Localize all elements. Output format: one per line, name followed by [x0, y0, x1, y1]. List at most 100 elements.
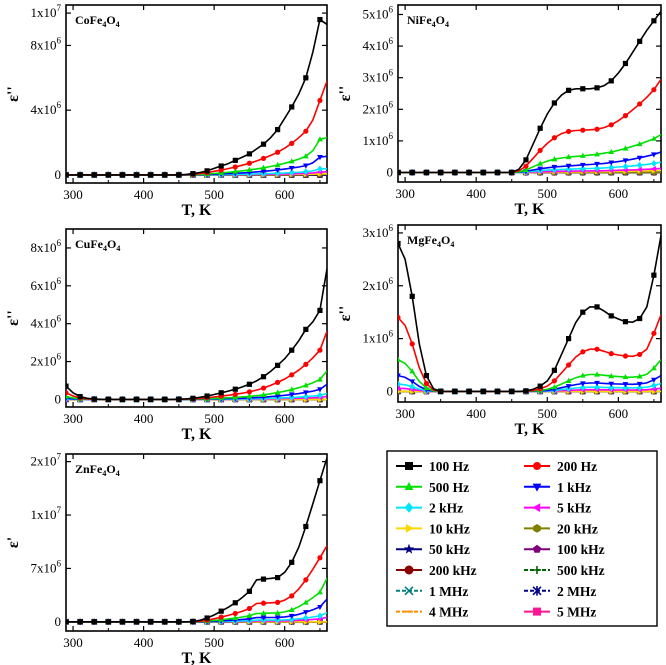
series-line-100-hz [398, 10, 661, 174]
point-100-hz [190, 618, 196, 625]
point-100-hz [204, 168, 210, 174]
point-100-hz [580, 86, 586, 92]
x-tick-label: 300 [63, 635, 83, 650]
point-100-hz [398, 240, 401, 247]
point-100-hz [260, 141, 267, 147]
point-100-hz [494, 388, 501, 395]
point-500-hz [409, 368, 416, 374]
legend-label: 1 kHz [557, 480, 591, 495]
point-500-hz [288, 386, 295, 392]
point-100-hz [303, 75, 309, 81]
point-200-hz [260, 385, 267, 391]
series-line-100-hz [66, 457, 327, 623]
point-1-khz [622, 158, 629, 164]
x-tick-label: 500 [538, 186, 558, 201]
legend-marker-50-khz [403, 543, 415, 554]
point-2-khz [409, 383, 416, 391]
legend-label: 100 kHz [557, 542, 605, 557]
legend-marker-2-mhz [532, 586, 542, 596]
point-2-khz [636, 161, 643, 169]
point-100-hz [303, 523, 309, 530]
point-500-hz [66, 393, 69, 399]
point-1-khz [594, 161, 600, 168]
point-2-khz [622, 384, 629, 392]
x-axis-label: T, K [515, 201, 545, 218]
point-200-hz [275, 149, 281, 155]
point-100-hz [622, 319, 629, 325]
point-1-khz [565, 384, 572, 390]
legend-item-20-khz: 20 kHz [524, 521, 598, 536]
point-100-hz [119, 396, 126, 403]
point-500-hz [232, 614, 239, 621]
point-2-khz [317, 392, 323, 399]
point-1-khz [537, 166, 544, 172]
chart-panels: 300 400 500 600 0 4x106 8x106 1x107 T, K ε'' CoFe4… [5, 3, 662, 665]
legend-item-2-mhz: 2 MHz [524, 584, 596, 599]
point-100-hz [105, 619, 111, 625]
legend-marker-200-hz [533, 462, 541, 470]
point-100-hz [565, 335, 572, 342]
point-500-hz [523, 166, 529, 173]
point-100-hz [551, 367, 557, 373]
point-100-hz [162, 619, 168, 625]
point-500-hz [232, 168, 239, 174]
x-tick-label: 400 [466, 406, 486, 421]
point-1-khz [288, 166, 295, 172]
legend-item-5-mhz: 5 MHz [524, 605, 596, 620]
x-tick-label: 500 [204, 635, 224, 650]
point-200-hz [317, 347, 323, 353]
y-tick-label: 1x107 [31, 3, 62, 20]
point-100-hz [303, 326, 309, 332]
y-tick-label: 5x106 [363, 4, 394, 21]
point-200-hz [651, 87, 657, 93]
y-axis-label: ε'' [337, 86, 354, 102]
point-100-hz [105, 172, 111, 178]
point-500-hz [622, 145, 629, 151]
point-5-khz [636, 166, 642, 173]
chart-panel-CoFe4O4: 300 400 500 600 0 4x106 8x106 1x107 T, K ε'' CoFe4… [5, 3, 328, 219]
point-200-hz [537, 147, 543, 153]
y-tick-label: 2x106 [363, 99, 394, 116]
point-100-hz [176, 619, 182, 625]
point-500-hz [565, 153, 572, 160]
point-100-hz [398, 169, 401, 176]
point-500-hz [260, 610, 267, 616]
point-100-hz [317, 478, 323, 484]
point-500-hz [302, 382, 309, 388]
legend-item-500-khz: 500 kHz [524, 563, 605, 578]
y-axis-label: ε'' [337, 306, 354, 322]
legend-marker-200-khz [404, 565, 414, 575]
point-100-hz [494, 169, 501, 176]
y-axis-label: ε' [5, 537, 22, 548]
legend-box [386, 450, 658, 627]
series-line-500-hz [398, 358, 661, 393]
point-200-hz [289, 593, 295, 599]
point-500-hz [594, 371, 600, 377]
x-tick-label: 300 [395, 406, 415, 421]
x-tick-label: 400 [134, 411, 154, 426]
chart-panel-ZnFe4O4: 300 400 500 600 0 7x106 1x107 2x107 T, K ε' ZnFe4O… [5, 452, 328, 665]
point-100-hz [289, 347, 295, 353]
legend-label: 4 MHz [429, 605, 468, 620]
point-2-khz [317, 612, 323, 620]
point-200-hz [551, 135, 557, 141]
point-100-hz [133, 396, 140, 403]
legend: 100 Hz 200 Hz 500 Hz 1 kHz 2 kHz 5 kHz 10 kHz 2… [386, 450, 658, 627]
point-500-hz [274, 389, 281, 395]
point-100-hz [423, 169, 430, 176]
point-500-hz [594, 151, 600, 157]
point-100-hz [232, 386, 238, 392]
point-100-hz [91, 619, 97, 625]
point-100-hz [218, 390, 224, 396]
point-1-khz [409, 379, 416, 385]
point-500-hz [636, 140, 643, 147]
legend-item-200-hz: 200 Hz [524, 459, 597, 474]
point-100-hz [466, 169, 472, 176]
point-100-hz [537, 383, 543, 389]
point-100-hz [275, 127, 281, 133]
point-2-khz [288, 169, 295, 177]
legend-label: 500 kHz [557, 563, 605, 578]
point-2-khz [274, 169, 281, 177]
point-100-hz [204, 615, 210, 621]
